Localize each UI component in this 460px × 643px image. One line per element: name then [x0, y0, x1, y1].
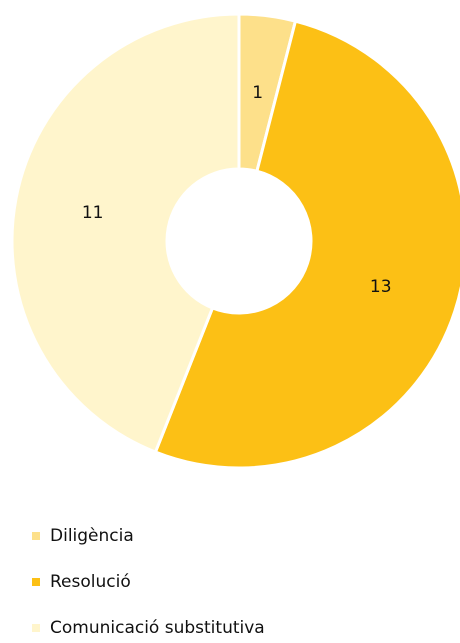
legend-label: Comunicació substitutiva — [50, 618, 265, 638]
legend-swatch — [32, 578, 40, 586]
data-label: 11 — [82, 203, 104, 223]
legend-swatch — [32, 624, 40, 632]
data-label: 13 — [370, 277, 392, 297]
data-label: 1 — [252, 83, 263, 103]
legend-label: Resolució — [50, 572, 131, 592]
donut-slice — [153, 19, 460, 470]
legend-swatch — [32, 532, 40, 540]
legend-label: Diligència — [50, 526, 134, 546]
donut-slice — [10, 12, 241, 455]
